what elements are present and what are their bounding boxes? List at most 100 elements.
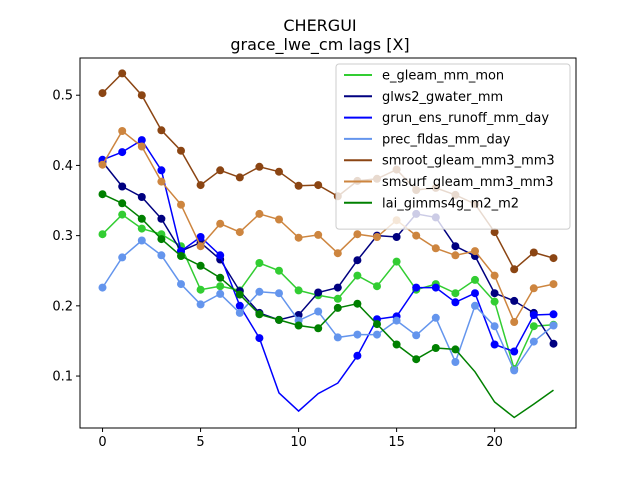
data-point-0-8 <box>255 259 264 267</box>
data-point-1-13 <box>353 256 362 265</box>
legend-label-0: e_gleam_mm_mon <box>382 69 504 84</box>
axes-frame <box>79 57 577 429</box>
data-point-1-23 <box>549 339 558 348</box>
data-point-1-15 <box>392 233 401 241</box>
series-line-5 <box>101 129 554 324</box>
data-point-2-19 <box>471 289 479 298</box>
data-point-1-12 <box>333 283 342 292</box>
data-point-4-4 <box>177 146 185 155</box>
ticks-layer: 0 5 10 15 20 0.1 0.2 0.3 0.4 0.5 <box>52 89 503 450</box>
data-point-3-6 <box>216 289 225 298</box>
data-point-0-13 <box>353 271 362 280</box>
data-point-5-13 <box>353 230 362 239</box>
data-point-5-19 <box>471 247 479 256</box>
data-point-6-17 <box>431 344 440 352</box>
data-point-3-8 <box>255 287 264 296</box>
data-point-0-2 <box>137 224 146 233</box>
data-point-3-23 <box>549 321 558 330</box>
data-point-5-14 <box>373 233 381 241</box>
data-point-3-4 <box>177 280 185 289</box>
x-tick-label-4: 20 <box>486 435 503 450</box>
data-point-2-8 <box>255 334 264 343</box>
data-point-4-9 <box>275 167 283 176</box>
data-point-6-14 <box>373 320 381 329</box>
data-point-3-18 <box>451 358 460 366</box>
data-point-1-11 <box>314 288 323 297</box>
legend: e_gleam_mm_mon glws2_gwater_mm grun_ens_ru… <box>335 63 571 230</box>
chart-subtitle: grace_lwe_cm lags [X] <box>230 35 409 55</box>
data-point-6-1 <box>118 199 127 208</box>
data-point-6-7 <box>235 290 244 299</box>
data-point-5-1 <box>118 127 127 135</box>
data-point-2-21 <box>510 347 519 356</box>
data-point-4-8 <box>255 162 264 171</box>
data-point-4-7 <box>235 173 244 182</box>
data-point-2-20 <box>490 340 499 349</box>
data-point-0-14 <box>373 282 381 291</box>
data-point-5-0 <box>98 160 107 169</box>
data-point-3-13 <box>353 330 362 339</box>
data-point-2-23 <box>549 310 558 319</box>
data-point-0-9 <box>275 266 283 275</box>
data-point-3-14 <box>373 330 381 339</box>
data-point-6-6 <box>216 273 225 282</box>
data-point-3-16 <box>412 331 421 340</box>
data-point-5-6 <box>216 219 225 228</box>
legend-label-6: lai_gimms4g_m2_m2 <box>382 196 519 211</box>
data-point-5-3 <box>157 177 166 186</box>
legend-label-4: smroot_gleam_mm3_mm3 <box>382 154 555 169</box>
data-point-3-2 <box>137 236 146 245</box>
data-point-2-2 <box>137 136 146 145</box>
data-point-0-12 <box>333 294 342 303</box>
legend-label-1: glws2_gwater_mm <box>382 90 503 105</box>
data-point-3-0 <box>98 283 107 292</box>
data-point-4-20 <box>490 228 499 237</box>
data-point-0-0 <box>98 230 107 239</box>
series-line-1 <box>101 161 555 345</box>
data-point-6-0 <box>98 190 107 199</box>
data-point-2-3 <box>157 166 166 175</box>
series-line-3 <box>101 239 554 372</box>
x-tick-label-1: 5 <box>196 435 204 450</box>
data-point-2-17 <box>431 283 440 292</box>
data-point-6-9 <box>275 315 283 324</box>
data-point-5-23 <box>549 280 558 289</box>
data-point-2-16 <box>412 283 421 292</box>
data-point-5-2 <box>137 142 146 151</box>
data-point-4-5 <box>196 181 205 190</box>
data-point-1-1 <box>118 182 127 191</box>
x-tick-label-3: 15 <box>388 435 405 450</box>
data-point-2-1 <box>118 148 127 157</box>
data-point-5-10 <box>294 233 303 242</box>
legend-label-5: smsurf_gleam_mm3_mm3 <box>382 175 554 190</box>
data-point-4-6 <box>216 166 225 175</box>
y-tick-label-1: 0.2 <box>52 299 73 314</box>
data-point-0-19 <box>471 275 479 284</box>
data-point-6-18 <box>451 345 460 354</box>
data-point-0-22 <box>529 322 538 331</box>
series-layer <box>98 69 558 419</box>
data-point-3-11 <box>314 307 323 316</box>
data-point-6-2 <box>137 214 146 223</box>
data-point-1-3 <box>157 214 166 223</box>
data-point-3-20 <box>490 322 499 331</box>
data-point-5-7 <box>235 228 244 237</box>
data-point-4-3 <box>157 126 166 135</box>
data-point-2-13 <box>353 351 362 360</box>
data-point-6-13 <box>353 299 362 308</box>
data-point-4-22 <box>529 248 538 257</box>
data-point-5-8 <box>255 209 264 218</box>
data-point-3-9 <box>275 289 283 298</box>
data-point-5-12 <box>333 249 342 258</box>
data-point-2-22 <box>529 311 538 319</box>
data-point-6-16 <box>412 355 421 364</box>
data-point-1-20 <box>490 289 499 298</box>
data-point-4-2 <box>137 91 146 100</box>
data-point-3-7 <box>235 308 244 317</box>
data-point-3-3 <box>157 251 166 260</box>
legend-label-3: prec_fldas_mm_day <box>382 132 511 147</box>
data-point-4-1 <box>118 69 127 78</box>
y-tick-label-3: 0.4 <box>52 159 73 174</box>
data-point-6-5 <box>196 261 205 270</box>
x-tick-label-2: 10 <box>290 435 307 450</box>
